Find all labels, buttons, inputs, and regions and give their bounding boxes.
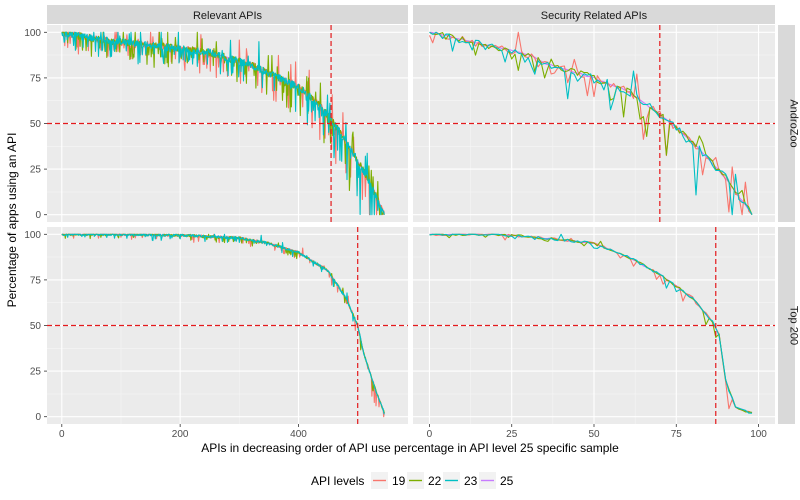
legend-label: 19	[392, 474, 406, 488]
panel: 0 25 50 75 100	[413, 227, 775, 440]
row-strip	[778, 25, 795, 222]
x-tick-label: 0	[427, 429, 433, 440]
x-axis-title: APIs in decreasing order of API use perc…	[201, 441, 619, 455]
y-tick-label: 25	[30, 367, 42, 378]
x-tick-label: 25	[506, 429, 518, 440]
x-tick-label: 0	[59, 429, 65, 440]
series-line-23	[61, 31, 385, 216]
legend-item: 23	[443, 472, 478, 489]
row-strip-label: AndroZoo	[788, 99, 800, 147]
series-line-23	[429, 233, 753, 414]
legend-item: 19	[371, 472, 406, 489]
series-line-23	[61, 233, 385, 415]
y-axis-title: Percentage of apps using an API	[5, 133, 19, 308]
y-tick-label: 100	[24, 230, 41, 241]
legend-item: 25	[479, 472, 514, 489]
y-tick-label: 0	[35, 412, 41, 423]
legend-label: 25	[500, 474, 514, 488]
legend-label: 22	[428, 474, 442, 488]
row-strip	[778, 227, 795, 424]
column-strip-label: Relevant APIs	[193, 10, 263, 22]
y-tick-label: 50	[30, 119, 42, 130]
legend-items: 19 22 23 25	[371, 472, 514, 489]
x-tick-label: 100	[750, 429, 767, 440]
legend-title: API levels	[311, 474, 364, 488]
y-tick-label: 25	[30, 165, 42, 176]
column-strip	[413, 5, 775, 24]
x-tick-label: 75	[671, 429, 683, 440]
legend-item: 22	[407, 472, 442, 489]
legend: API levels 19 22 23 25	[311, 472, 514, 489]
y-tick-label: 0	[35, 210, 41, 221]
y-tick-label: 100	[24, 28, 41, 39]
panel: 0 25 50 75 100 0 200 400	[24, 227, 408, 440]
series-line-23	[429, 31, 753, 216]
panels-layer: Relevant APIs Security Related APIs AndroZ…	[24, 5, 800, 440]
column-strip	[47, 5, 408, 24]
row-strip-label: Top 200	[788, 306, 800, 345]
x-tick-label: 200	[172, 429, 189, 440]
panel	[413, 25, 775, 222]
y-tick-label: 75	[30, 73, 42, 84]
x-tick-label: 400	[290, 429, 307, 440]
legend-label: 23	[464, 474, 478, 488]
column-strip-label: Security Related APIs	[541, 10, 648, 22]
series-line-22	[429, 31, 753, 215]
y-tick-label: 50	[30, 321, 42, 332]
panel: 0 25 50 75 100	[24, 25, 408, 222]
y-tick-label: 75	[30, 275, 42, 286]
x-tick-label: 50	[588, 429, 600, 440]
